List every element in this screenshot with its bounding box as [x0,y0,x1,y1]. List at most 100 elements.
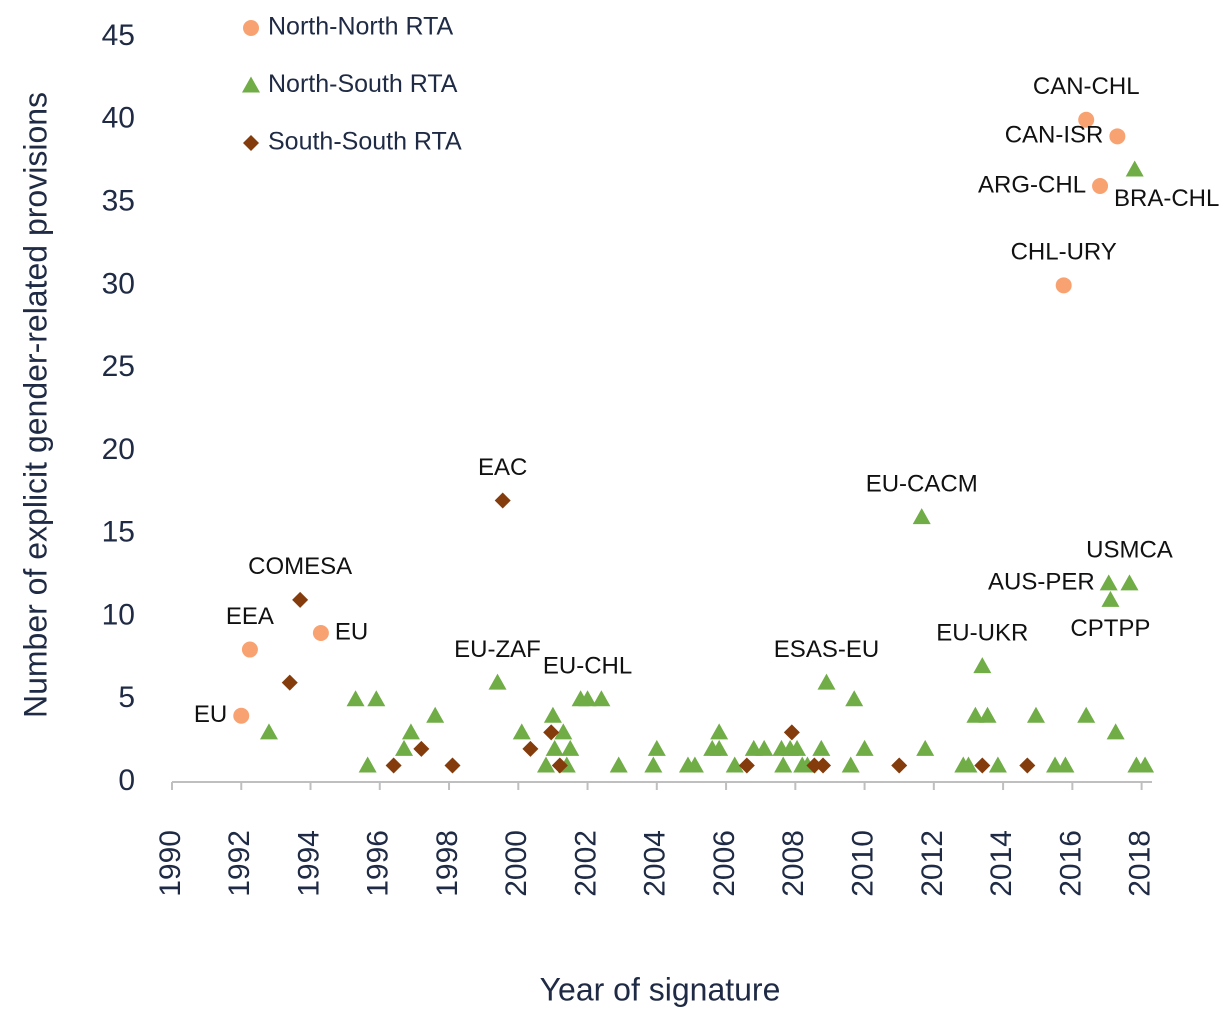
y-tick-label: 0 [118,764,135,797]
point [554,723,573,740]
legend-label: North-South RTA [268,70,458,98]
x-tick-label: 2014 [985,830,1018,897]
point [817,673,836,690]
point [978,706,997,723]
x-tick-label: 2002 [569,830,602,897]
point [494,492,511,509]
point [1101,590,1120,607]
y-tick-label: 15 [102,516,135,549]
point [974,757,991,774]
point [845,690,864,707]
point [647,739,666,756]
point-label: EAC [478,454,527,481]
x-tick-label: 1998 [431,830,464,897]
point [1092,178,1109,194]
legend-marker [243,20,259,36]
y-tick-label: 5 [118,681,135,714]
point [1077,706,1096,723]
point [1078,111,1095,128]
point [1055,277,1072,294]
point-label: ESAS-EU [774,636,879,663]
y-tick-label: 10 [102,598,135,631]
point [916,739,935,756]
point [1099,574,1118,591]
x-tick-label: 2018 [1124,830,1157,897]
x-tick-label: 1990 [154,830,187,897]
point-label: CPTPP [1070,615,1150,642]
legend-label: North-North RTA [268,13,454,41]
point [959,756,978,773]
legend-label: South-South RTA [268,128,462,156]
point [488,673,507,690]
y-tick-label: 25 [102,350,135,383]
y-tick-label: 20 [102,433,135,466]
point [551,757,568,774]
point [1109,128,1126,145]
point-label: EU-CACM [866,470,978,497]
point [312,625,329,641]
point [578,690,597,707]
point [233,707,250,724]
x-tick-label: 2000 [500,830,533,897]
point [1026,706,1045,723]
point [395,739,414,756]
point [561,739,580,756]
point [281,674,298,691]
point [783,724,800,741]
point [788,739,807,756]
y-tick-label: 45 [102,19,135,52]
point [855,739,874,756]
point [841,756,860,773]
point-label: EU-CHL [543,653,632,680]
x-tick-label: 2012 [916,830,949,897]
point [685,756,704,773]
point [426,706,445,723]
point [973,657,992,674]
point-label: EU [194,701,227,728]
point [346,690,365,707]
point-label: CHL-URY [1011,239,1117,266]
point [401,723,420,740]
point [755,739,774,756]
point [241,641,258,658]
point [806,757,823,774]
y-tick-label: 35 [102,184,135,217]
point [413,740,430,757]
x-tick-label: 2010 [847,830,880,897]
y-tick-label: 40 [102,102,135,135]
point-label: COMESA [248,553,352,580]
point-label: EU-ZAF [454,636,541,663]
x-tick-label: 1992 [223,830,256,897]
point-label: EEA [226,603,274,630]
point [367,690,386,707]
point [710,723,729,740]
point [609,756,628,773]
point [1106,723,1125,740]
point [815,757,832,774]
point [536,756,555,773]
point [592,690,611,707]
point [543,706,562,723]
point [710,739,729,756]
point [543,724,560,741]
point [1019,757,1036,774]
point [444,757,461,774]
point [545,739,564,756]
point [966,706,985,723]
point [644,756,663,773]
point [774,756,793,773]
x-tick-label: 1996 [362,830,395,897]
point [292,591,309,608]
point [1136,756,1155,773]
point [912,508,931,525]
x-tick-label: 2004 [639,830,672,897]
x-tick-label: 2006 [708,830,741,897]
legend-marker [243,135,259,151]
point [725,756,744,773]
x-tick-label: 2008 [777,830,810,897]
point [259,723,278,740]
point [738,757,755,774]
legend-marker [242,76,260,93]
point [1120,574,1139,591]
